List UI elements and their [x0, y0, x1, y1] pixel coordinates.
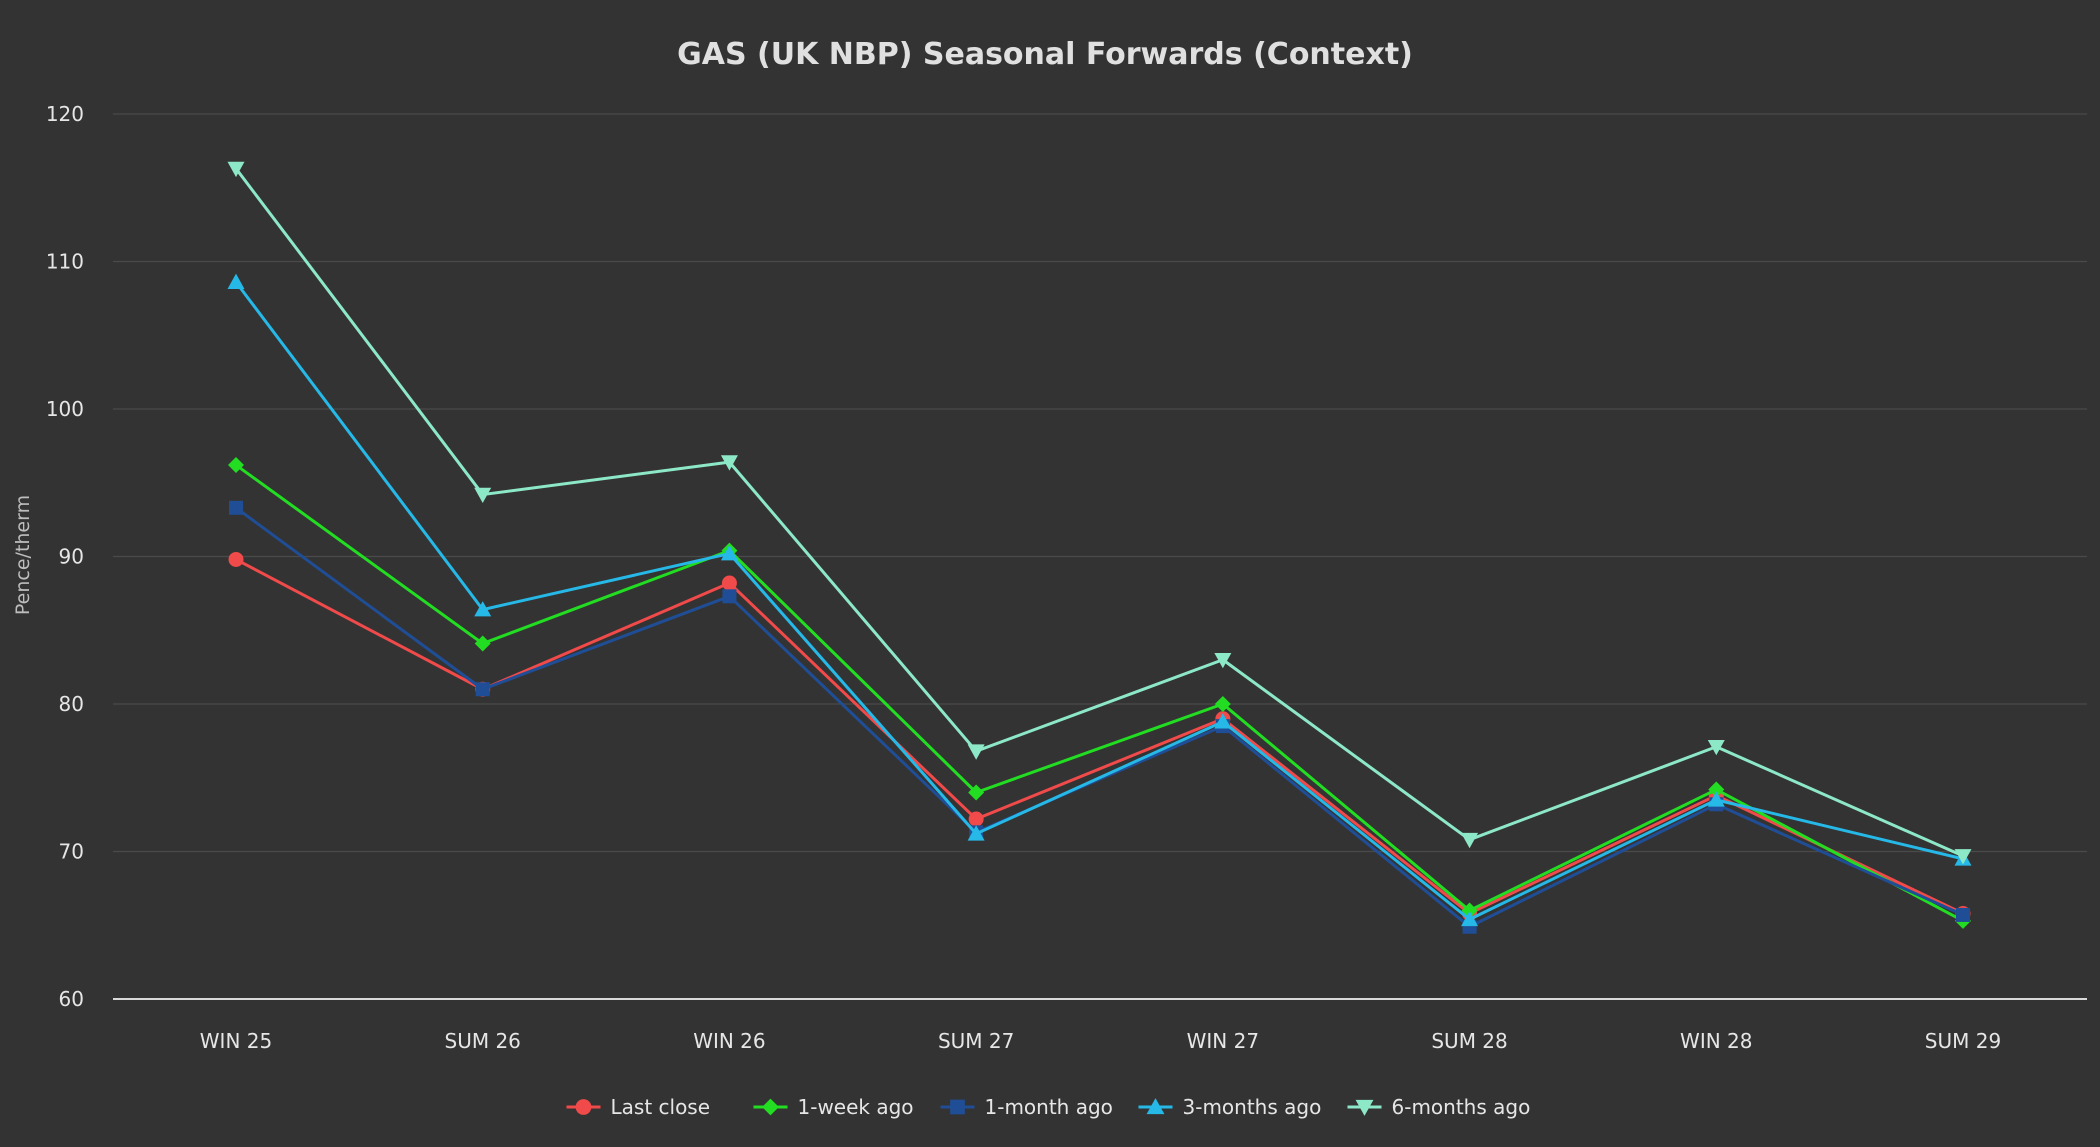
data-point: [229, 500, 243, 515]
legend-marker: [1146, 1098, 1165, 1115]
legend-item[interactable]: 1-month ago: [940, 1095, 1113, 1119]
y-tick-label: 90: [59, 545, 84, 569]
gridlines: [113, 113, 2087, 853]
x-tick-label: WIN 25: [200, 1029, 272, 1053]
chart-title: GAS (UK NBP) Seasonal Forwards (Context): [677, 37, 1413, 72]
legend-marker: [950, 1099, 965, 1115]
data-point: [968, 811, 984, 827]
series-line: [234, 281, 1964, 921]
legend-item[interactable]: 3-months ago: [1138, 1095, 1322, 1119]
data-point: [227, 273, 245, 289]
data-point: [474, 601, 492, 617]
legend-marker: [762, 1098, 779, 1116]
data-point: [1214, 652, 1232, 669]
data-point: [968, 784, 985, 801]
series-6-months-ago: [227, 161, 1972, 865]
data-point: [474, 635, 491, 652]
y-tick-label: 110: [46, 250, 84, 274]
x-tick-label: WIN 26: [693, 1029, 765, 1053]
series-1-month-ago: [229, 500, 1970, 934]
y-axis-ticks: 60 70 80 90 100 110 120: [46, 102, 84, 1011]
legend-label: 1-month ago: [985, 1095, 1113, 1119]
y-tick-label: 120: [46, 102, 84, 126]
x-tick-label: SUM 27: [938, 1029, 1014, 1053]
data-point: [228, 457, 244, 474]
data-point: [1707, 791, 1725, 807]
x-tick-label: WIN 27: [1187, 1029, 1259, 1053]
x-tick-label: SUM 28: [1431, 1029, 1507, 1053]
x-tick-label: WIN 28: [1680, 1029, 1752, 1053]
data-point: [967, 825, 985, 841]
series-lines: [227, 161, 1972, 934]
legend-label: Last close: [611, 1095, 711, 1119]
data-point: [967, 744, 985, 760]
series-line: [235, 463, 1964, 923]
series-3-months-ago: [227, 273, 1972, 927]
data-point: [1214, 696, 1231, 712]
y-axis-label: Pence/therm: [12, 495, 34, 615]
legend-label: 6-months ago: [1392, 1095, 1531, 1119]
data-point: [1707, 739, 1725, 756]
x-tick-label: SUM 29: [1925, 1029, 2001, 1053]
data-point: [720, 455, 738, 471]
data-point: [474, 487, 492, 504]
series-line: [234, 167, 1964, 858]
legend-label: 1-week ago: [798, 1095, 914, 1119]
data-point: [228, 551, 244, 567]
series-line: [235, 506, 1964, 929]
data-point: [1956, 907, 1970, 922]
legend: Last close 1-week ago 1-month ago 3-months …: [566, 1095, 1531, 1119]
series-1-week-ago: [228, 457, 1971, 929]
legend-marker: [1355, 1099, 1374, 1116]
data-point: [1461, 910, 1479, 927]
data-point: [227, 161, 245, 178]
legend-label: 3-months ago: [1183, 1095, 1322, 1119]
data-point: [722, 589, 737, 604]
data-point: [1954, 849, 1972, 865]
data-point: [475, 682, 490, 697]
x-tick-label: SUM 26: [445, 1029, 521, 1053]
y-tick-label: 60: [59, 987, 84, 1011]
legend-item[interactable]: 6-months ago: [1347, 1095, 1531, 1119]
data-point: [1708, 781, 1725, 798]
y-tick-label: 70: [59, 840, 84, 864]
legend-item[interactable]: Last close: [566, 1095, 711, 1119]
data-point: [720, 545, 738, 561]
data-point: [1461, 832, 1479, 849]
legend-marker: [575, 1099, 592, 1115]
x-axis-ticks: WIN 25 SUM 26 WIN 26 SUM 27 WIN 27 SUM 28 WIN …: [200, 1029, 2001, 1053]
data-point: [1214, 713, 1232, 729]
series-line: [235, 558, 1964, 915]
y-tick-label: 80: [59, 692, 84, 716]
y-tick-label: 100: [46, 397, 84, 421]
data-point: [721, 575, 737, 591]
legend-item[interactable]: 1-week ago: [753, 1095, 914, 1119]
